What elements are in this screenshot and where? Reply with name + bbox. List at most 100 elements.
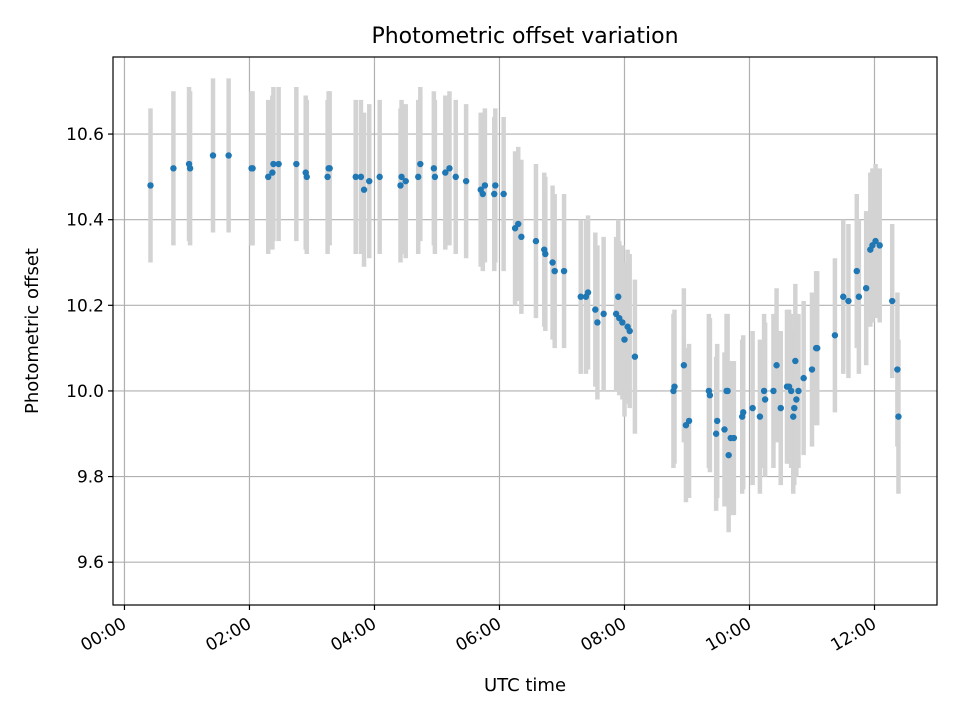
data-point: [442, 169, 449, 176]
data-point: [800, 374, 807, 382]
data-point: [415, 173, 422, 181]
data-point: [862, 284, 870, 292]
data-point: [492, 182, 499, 189]
data-point: [712, 430, 720, 437]
data-point: [462, 177, 470, 185]
data-point: [855, 293, 863, 300]
data-point: [186, 165, 194, 172]
data-point: [831, 332, 839, 339]
data-point: [730, 434, 738, 442]
data-point: [515, 220, 522, 228]
data-point: [170, 165, 177, 172]
x-tick-label: 12:00: [828, 614, 880, 656]
data-point: [402, 177, 409, 185]
data-point: [894, 366, 901, 373]
data-point: [814, 344, 821, 352]
x-tick-label: 04:00: [328, 614, 380, 656]
data-point: [446, 165, 453, 172]
data-point: [352, 173, 359, 181]
data-point: [773, 362, 780, 369]
data-point: [777, 404, 784, 412]
chart-title: Photometric offset variation: [371, 24, 678, 49]
data-point: [594, 319, 601, 326]
data-point: [889, 297, 896, 305]
x-tick-label: 10:00: [703, 614, 755, 656]
data-point: [376, 173, 383, 181]
y-tick-label: 10.2: [66, 296, 104, 316]
data-point: [209, 152, 217, 159]
data-point: [577, 293, 584, 300]
data-point: [417, 160, 424, 168]
data-point: [791, 404, 798, 412]
data-point: [713, 417, 721, 425]
data-point: [808, 366, 816, 373]
data-point: [491, 190, 498, 198]
data-point: [760, 387, 768, 395]
data-point: [326, 165, 333, 172]
data-point: [357, 173, 365, 181]
y-tick-label: 10.6: [66, 125, 104, 145]
data-point: [619, 319, 626, 326]
data-point: [303, 173, 310, 181]
data-point: [366, 177, 373, 185]
data-point: [685, 417, 693, 425]
y-tick-label: 9.6: [77, 553, 104, 573]
data-point: [792, 357, 799, 365]
y-axis-label: Photometric offset: [22, 248, 43, 414]
data-point: [560, 267, 568, 275]
data-point: [756, 413, 764, 420]
data-point: [397, 182, 404, 189]
data-point: [584, 289, 592, 296]
data-point: [431, 173, 439, 181]
data-point: [721, 426, 728, 433]
data-point: [840, 293, 847, 300]
data-point: [725, 451, 732, 459]
data-point: [895, 413, 902, 420]
x-axis-label: UTC time: [484, 675, 566, 696]
data-point: [626, 327, 633, 335]
data-point: [706, 392, 714, 399]
data-point: [770, 387, 777, 395]
x-tick-label: 02:00: [203, 614, 255, 656]
data-point: [876, 242, 883, 249]
x-axis: 00:00 02:00 04:00 06:00 08:00 10:00 12:00: [78, 605, 880, 656]
data-point: [671, 383, 678, 390]
data-point: [452, 173, 459, 181]
data-point: [853, 267, 860, 275]
data-point: [270, 160, 277, 168]
data-point: [293, 160, 300, 168]
data-point: [551, 267, 558, 275]
data-point: [500, 190, 507, 198]
plot-area-frame: [112, 56, 938, 606]
data-point: [518, 233, 525, 241]
data-point: [790, 413, 797, 420]
data-point: [398, 173, 405, 181]
data-point: [592, 306, 599, 313]
data-point: [724, 387, 731, 395]
data-point: [147, 182, 154, 189]
data-point: [430, 165, 438, 172]
y-tick-label: 10.0: [66, 382, 104, 402]
data-point: [225, 152, 232, 159]
data-point: [324, 173, 331, 181]
data-point: [761, 396, 769, 403]
data-point: [872, 237, 879, 245]
y-tick-label: 10.4: [66, 211, 104, 231]
data-point: [600, 310, 607, 318]
data-points: [147, 152, 902, 459]
data-point: [275, 160, 282, 168]
data-point: [621, 336, 628, 343]
data-point: [795, 387, 802, 395]
data-point: [265, 173, 272, 181]
data-point: [787, 387, 795, 395]
data-point: [631, 353, 639, 360]
x-tick-label: 00:00: [78, 614, 130, 656]
data-point: [615, 293, 622, 300]
data-point: [479, 190, 487, 198]
data-point: [360, 186, 368, 193]
y-tick-label: 9.8: [77, 468, 104, 488]
data-point: [749, 404, 756, 412]
data-point: [481, 182, 489, 189]
data-point: [549, 259, 556, 266]
